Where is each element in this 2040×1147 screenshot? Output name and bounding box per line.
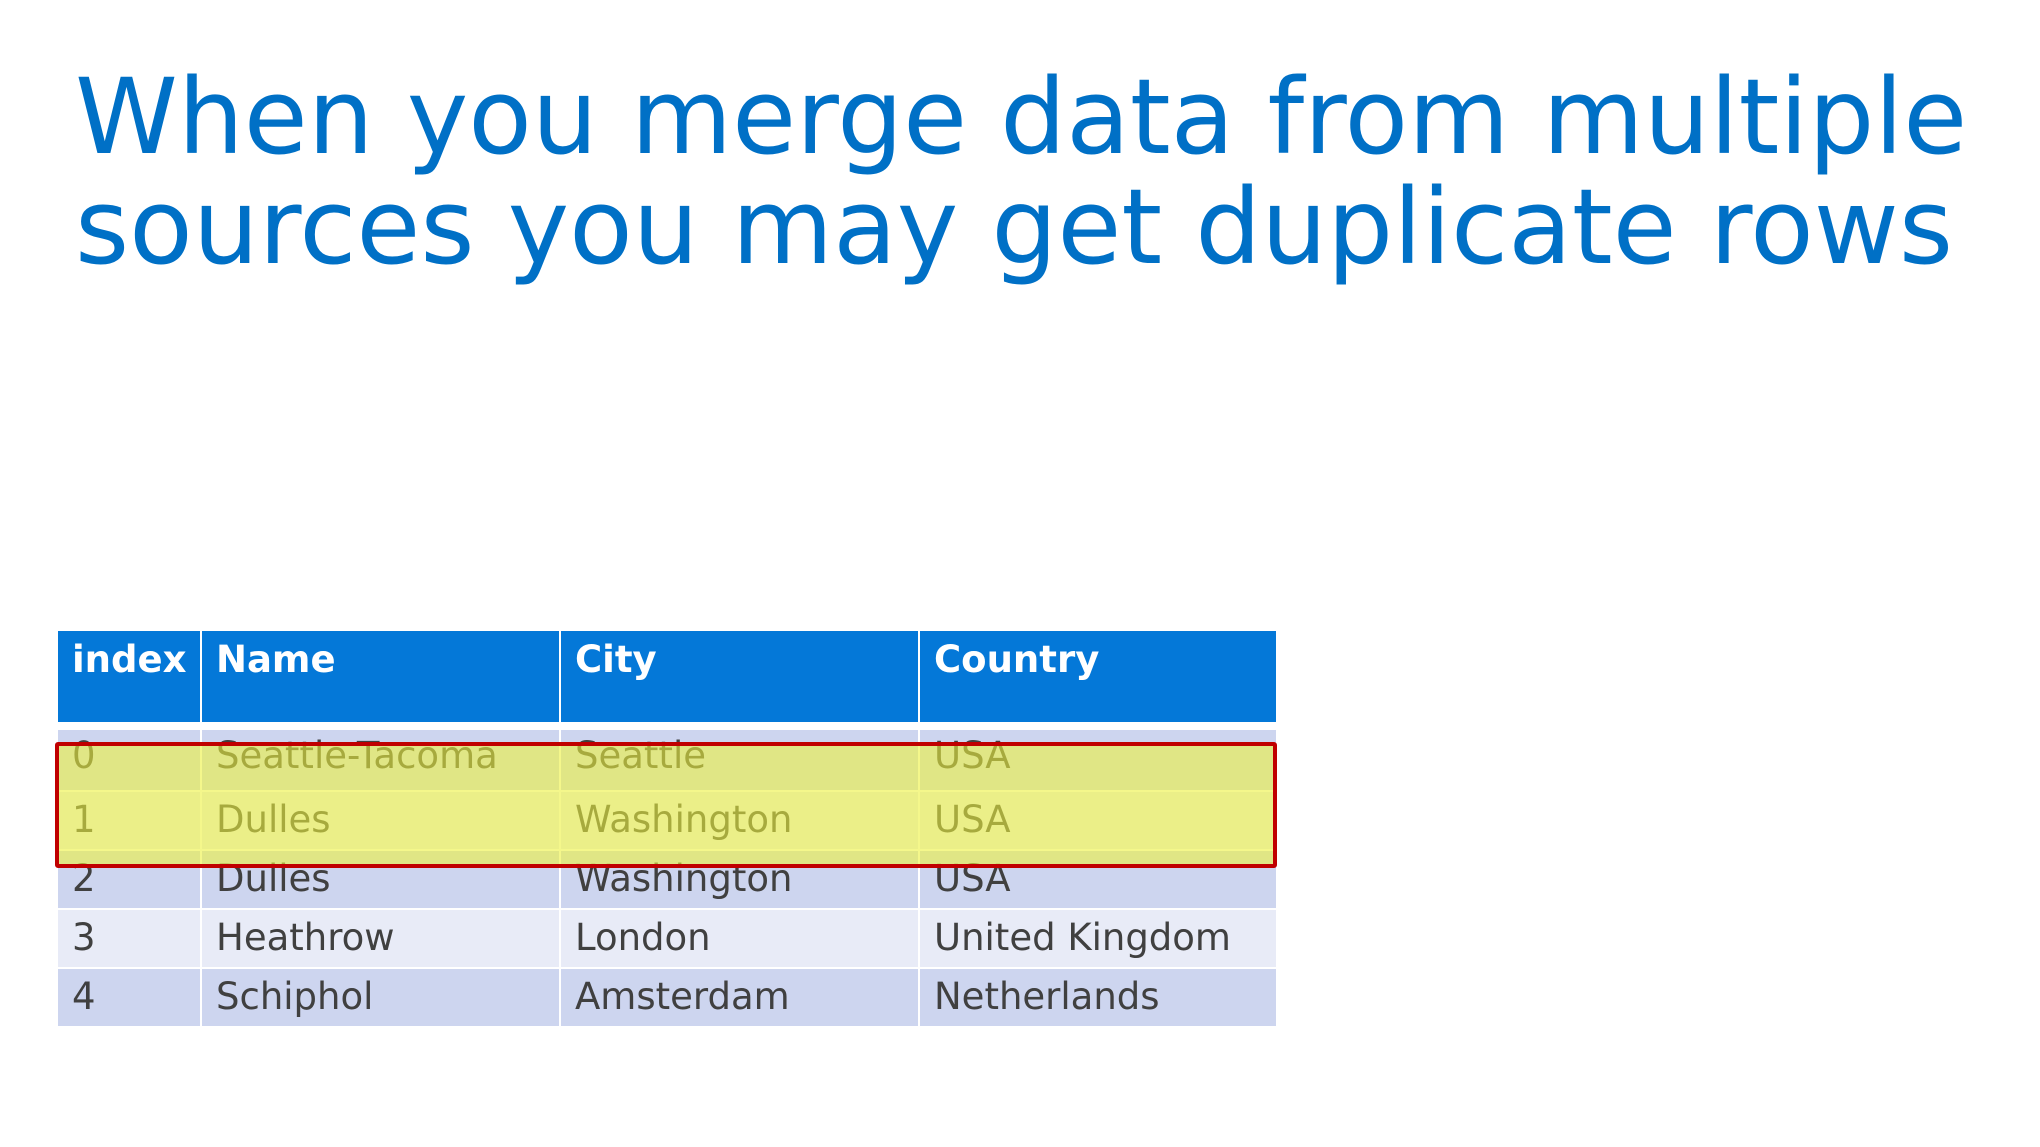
cell-city: Amsterdam: [559, 967, 920, 1028]
cell-name: Dulles: [200, 849, 561, 910]
header-city: City: [559, 629, 920, 727]
cell-index: 4: [56, 967, 202, 1028]
cell-city: Washington: [559, 790, 920, 851]
table-row: 0 Seattle-Tacoma Seattle USA: [56, 722, 1278, 792]
slide-title: When you merge data from multiple source…: [75, 56, 1968, 288]
table-row: 1 Dulles Washington USA: [56, 790, 1278, 851]
cell-country: USA: [918, 722, 1278, 792]
table-header-row: index Name City Country: [56, 629, 1278, 727]
cell-index: 2: [56, 849, 202, 910]
header-country: Country: [918, 629, 1278, 727]
cell-index: 1: [56, 790, 202, 851]
header-index: index: [56, 629, 202, 727]
cell-name: Seattle-Tacoma: [200, 722, 561, 792]
cell-index: 0: [56, 722, 202, 792]
cell-name: Heathrow: [200, 908, 561, 969]
header-name: Name: [200, 629, 561, 727]
cell-country: USA: [918, 849, 1278, 910]
airports-table: index Name City Country 0 Seattle-Tacoma…: [56, 629, 1278, 1028]
cell-city: Washington: [559, 849, 920, 910]
cell-country: United Kingdom: [918, 908, 1278, 969]
table-row: 4 Schiphol Amsterdam Netherlands: [56, 967, 1278, 1028]
cell-index: 3: [56, 908, 202, 969]
table-row: 3 Heathrow London United Kingdom: [56, 908, 1278, 969]
cell-name: Schiphol: [200, 967, 561, 1028]
cell-country: Netherlands: [918, 967, 1278, 1028]
cell-city: Seattle: [559, 722, 920, 792]
cell-name: Dulles: [200, 790, 561, 851]
cell-country: USA: [918, 790, 1278, 851]
table-row: 2 Dulles Washington USA: [56, 849, 1278, 910]
cell-city: London: [559, 908, 920, 969]
